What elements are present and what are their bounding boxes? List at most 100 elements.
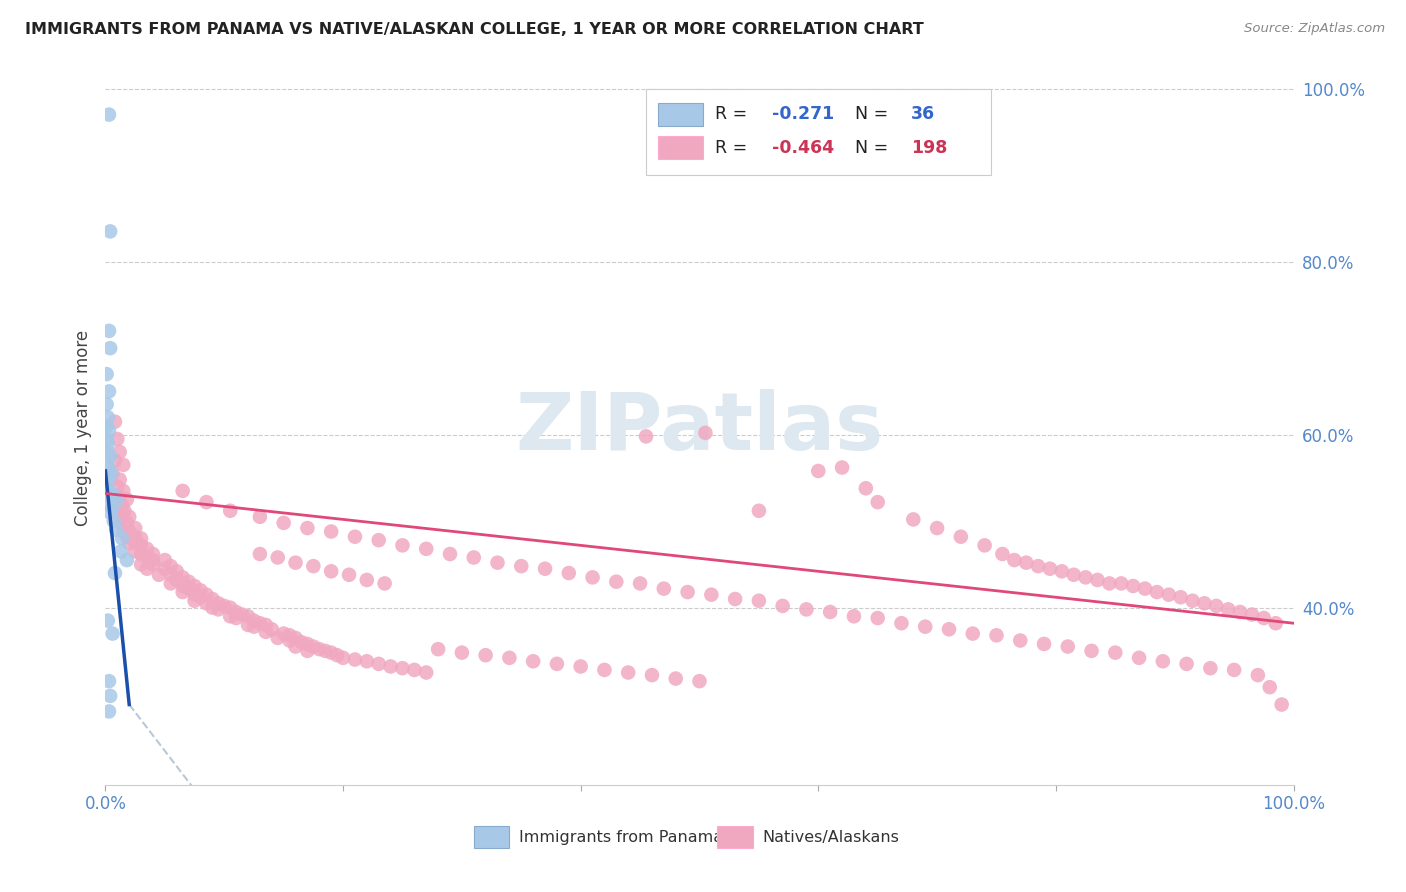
Point [142,558,165,572]
Point [105,432,128,446]
Point [973,538,995,552]
Point [326,648,349,663]
Point [1104,646,1126,660]
Point [1264,616,1286,631]
Point [172,483,194,498]
Point [1033,637,1056,651]
Point [100,467,122,481]
Point [96,479,118,493]
Point [308,642,330,657]
Point [628,576,651,591]
Point [172,570,194,584]
Point [510,559,533,574]
Point [724,592,747,607]
Text: N =: N = [855,105,894,123]
Point [136,562,159,576]
Point [284,556,307,570]
Point [1157,588,1180,602]
Point [129,558,152,572]
Point [104,504,127,518]
Point [177,582,200,596]
Point [111,509,134,524]
Point [991,547,1014,561]
Text: IMMIGRANTS FROM PANAMA VS NATIVE/ALASKAN COLLEGE, 1 YEAR OR MORE CORRELATION CHA: IMMIGRANTS FROM PANAMA VS NATIVE/ALASKAN… [25,22,924,37]
Point [103,514,125,528]
Point [236,609,259,624]
Text: Immigrants from Panama: Immigrants from Panama [519,830,723,845]
Point [104,453,127,467]
Point [807,464,830,478]
Point [652,582,675,596]
Point [617,665,640,680]
Point [914,620,936,634]
Text: R =: R = [714,105,752,123]
Point [284,631,307,645]
Point [195,588,218,602]
Point [166,564,188,578]
Point [97,436,120,450]
Point [201,592,224,607]
Point [569,659,592,673]
Point [1087,573,1109,587]
Point [142,553,165,567]
Point [831,460,853,475]
Point [159,576,181,591]
Point [225,611,247,625]
Point [855,481,877,495]
Point [98,674,121,689]
Point [772,599,794,613]
FancyBboxPatch shape [658,103,703,126]
Point [486,556,509,570]
Point [302,640,325,654]
Point [159,567,181,582]
Point [1098,576,1121,591]
Point [1002,553,1025,567]
Point [925,521,948,535]
Point [118,509,141,524]
Point [108,445,131,459]
Point [112,524,135,539]
Point [190,583,212,598]
Point [243,614,266,628]
Point [391,538,413,552]
Point [842,609,865,624]
Point [1205,599,1227,613]
FancyBboxPatch shape [645,89,991,175]
Point [1271,698,1294,712]
FancyBboxPatch shape [474,826,509,847]
Point [1015,556,1038,570]
Point [1109,576,1132,591]
Point [605,574,627,589]
Point [115,492,138,507]
Point [129,547,152,561]
Point [195,495,218,509]
Point [96,397,118,411]
Point [142,547,165,561]
Point [112,458,135,472]
Point [1175,657,1198,671]
Point [98,324,121,338]
Point [236,618,259,632]
Point [1170,591,1192,605]
Point [201,600,224,615]
Point [558,566,581,580]
Point [97,445,120,459]
Point [103,488,125,502]
Point [108,473,131,487]
Point [98,341,121,355]
Point [367,533,389,548]
Point [105,492,128,507]
Point [96,458,118,472]
Text: -0.271: -0.271 [772,105,834,123]
Point [207,602,229,616]
Point [98,689,121,703]
Point [818,605,841,619]
Point [124,521,146,535]
Point [297,637,319,651]
Point [98,107,121,121]
Point [890,616,912,631]
Point [1199,661,1222,675]
Point [380,659,402,673]
Point [172,579,194,593]
Point [1074,570,1097,584]
